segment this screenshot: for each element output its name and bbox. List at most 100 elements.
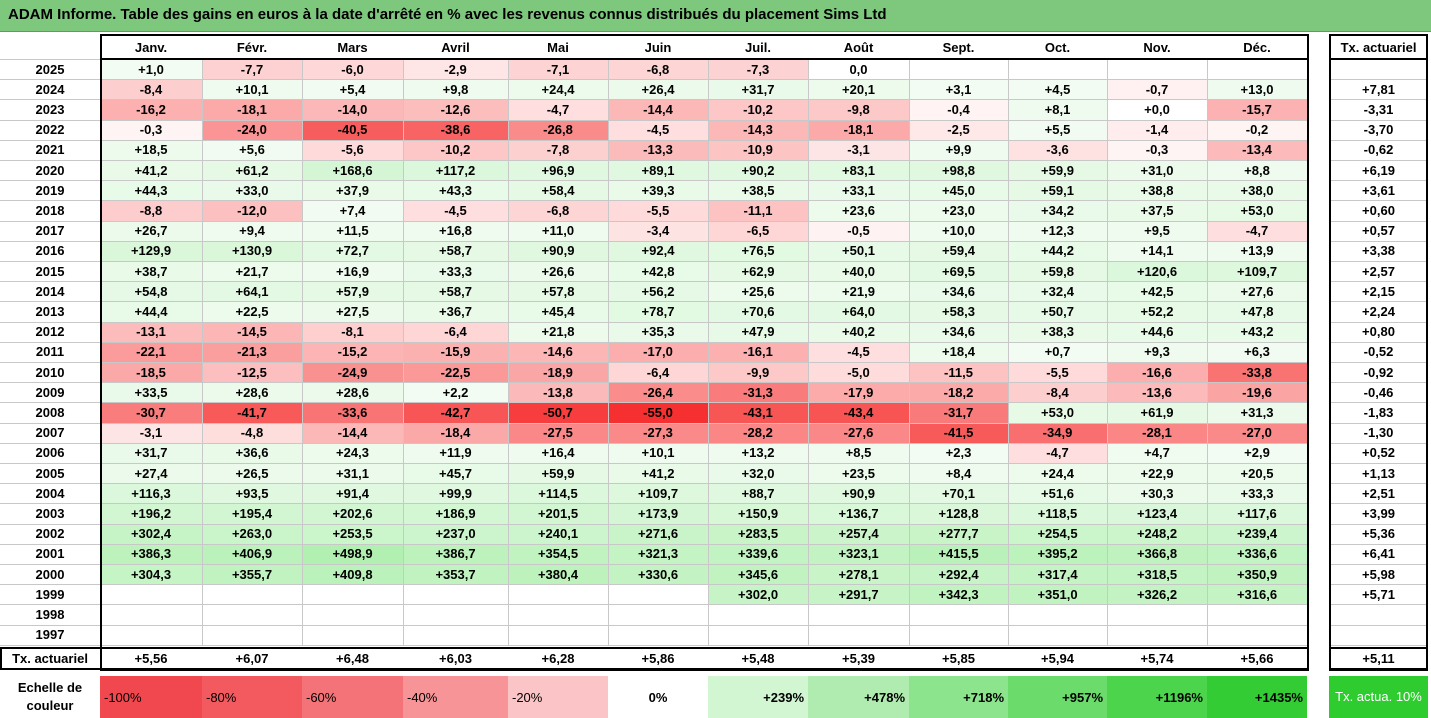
table-cell: -5,0 <box>808 362 909 383</box>
table-cell: +16,4 <box>508 442 608 463</box>
table-cell: -14,6 <box>508 341 608 362</box>
table-cell: +271,6 <box>608 523 708 544</box>
tx-actuariel-cell: +7,81 <box>1362 81 1395 97</box>
table-cell: +92,4 <box>608 240 708 261</box>
table-cell: -10,2 <box>403 139 508 160</box>
grid-line <box>0 483 1307 484</box>
table-cell: +353,7 <box>403 564 508 585</box>
grid-line <box>1207 59 1208 645</box>
table-cell: +98,8 <box>909 160 1008 181</box>
table-cell: -3,4 <box>608 220 708 241</box>
table-cell: +16,8 <box>403 220 508 241</box>
tx-actuariel-cell: +2,51 <box>1362 485 1395 501</box>
table-cell: +42,8 <box>608 261 708 282</box>
table-cell: +339,6 <box>708 543 808 564</box>
table-cell: +136,7 <box>808 503 909 524</box>
table-cell: +8,5 <box>808 442 909 463</box>
table-cell: +1,0 <box>100 59 202 80</box>
table-cell: -34,9 <box>1008 422 1107 443</box>
table-cell: +31,0 <box>1107 160 1207 181</box>
table-cell: +21,7 <box>202 261 302 282</box>
table-cell: +57,8 <box>508 281 608 302</box>
table-cell: +202,6 <box>302 503 403 524</box>
tx-actuariel-header: Tx. actuariel <box>1340 39 1417 55</box>
tx-actuariel-cell: +0,80 <box>1362 324 1395 340</box>
table-cell: +21,8 <box>508 321 608 342</box>
grid-line <box>0 544 1307 545</box>
table-cell: +10,1 <box>202 79 302 100</box>
table-cell: +8,4 <box>909 463 1008 484</box>
table-cell: +21,9 <box>808 281 909 302</box>
tx-actuariel-cell: +3,61 <box>1362 182 1395 198</box>
table-cell: -27,0 <box>1207 422 1307 443</box>
table-cell: +51,6 <box>1008 483 1107 504</box>
table-cell: +318,5 <box>1107 564 1207 585</box>
grid-line <box>0 524 1307 525</box>
table-cell: +37,9 <box>302 180 403 201</box>
table-cell: +70,6 <box>708 301 808 322</box>
table-cell: +28,6 <box>302 382 403 403</box>
table-cell <box>608 624 708 645</box>
table-cell <box>1008 59 1107 80</box>
table-frame <box>100 34 1309 671</box>
table-cell: +22,9 <box>1107 463 1207 484</box>
table-cell: +123,4 <box>1107 503 1207 524</box>
table-cell: +31,7 <box>100 442 202 463</box>
year-label: 2016 <box>35 243 65 259</box>
grid-line <box>1107 59 1108 645</box>
grid-line <box>1329 362 1428 363</box>
table-cell: +354,5 <box>508 543 608 564</box>
table-cell: +302,4 <box>100 523 202 544</box>
table-cell: -14,0 <box>302 99 403 120</box>
table-cell: -27,5 <box>508 422 608 443</box>
year-label: 2020 <box>35 162 65 178</box>
table-cell: -7,1 <box>508 59 608 80</box>
grid-line <box>0 342 1307 343</box>
table-cell: -42,7 <box>403 402 508 423</box>
table-cell: +50,7 <box>1008 301 1107 322</box>
table-cell: +317,4 <box>1008 564 1107 585</box>
grid-line <box>0 99 1307 100</box>
table-cell: +239,4 <box>1207 523 1307 544</box>
table-cell: -9,9 <box>708 362 808 383</box>
grid-line <box>508 59 509 645</box>
table-cell: -13,4 <box>1207 139 1307 160</box>
grid-line <box>0 463 1307 464</box>
table-cell: +43,3 <box>403 180 508 201</box>
table-cell: +90,2 <box>708 160 808 181</box>
table-cell: +150,9 <box>708 503 808 524</box>
table-cell: +36,6 <box>202 442 302 463</box>
table-cell: +53,0 <box>1008 402 1107 423</box>
grid-line <box>1329 503 1428 504</box>
table-cell: -1,4 <box>1107 119 1207 140</box>
table-cell: -9,8 <box>808 99 909 120</box>
grid-line <box>1329 160 1428 161</box>
table-cell: +45,0 <box>909 180 1008 201</box>
year-label: 2006 <box>35 445 65 461</box>
tx-actuariel-cell: -0,46 <box>1363 384 1394 400</box>
table-cell: +12,3 <box>1008 220 1107 241</box>
footer-value: +5,56 <box>134 651 168 666</box>
scale-swatch: -20% <box>508 676 608 718</box>
table-cell: -18,1 <box>202 99 302 120</box>
table-cell: +72,7 <box>302 240 403 261</box>
table-cell: +196,2 <box>100 503 202 524</box>
table-cell: +52,2 <box>1107 301 1207 322</box>
month-header: Avril <box>441 39 470 55</box>
table-cell: +173,9 <box>608 503 708 524</box>
table-cell: +498,9 <box>302 543 403 564</box>
table-cell: +277,7 <box>909 523 1008 544</box>
table-cell: +20,1 <box>808 79 909 100</box>
table-cell: +44,6 <box>1107 321 1207 342</box>
table-cell: -50,7 <box>508 402 608 423</box>
table-cell: -31,3 <box>708 382 808 403</box>
footer-value: +5,86 <box>641 651 675 666</box>
table-cell: -6,8 <box>508 200 608 221</box>
table-cell: +2,2 <box>403 382 508 403</box>
grid-line <box>0 221 1307 222</box>
grid-line <box>1329 221 1428 222</box>
table-cell: +350,9 <box>1207 564 1307 585</box>
month-header: Août <box>843 39 874 55</box>
table-cell: +99,9 <box>403 483 508 504</box>
table-cell: +291,7 <box>808 584 909 605</box>
